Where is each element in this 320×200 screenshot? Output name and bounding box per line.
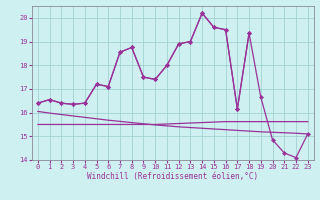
X-axis label: Windchill (Refroidissement éolien,°C): Windchill (Refroidissement éolien,°C) xyxy=(87,172,258,181)
